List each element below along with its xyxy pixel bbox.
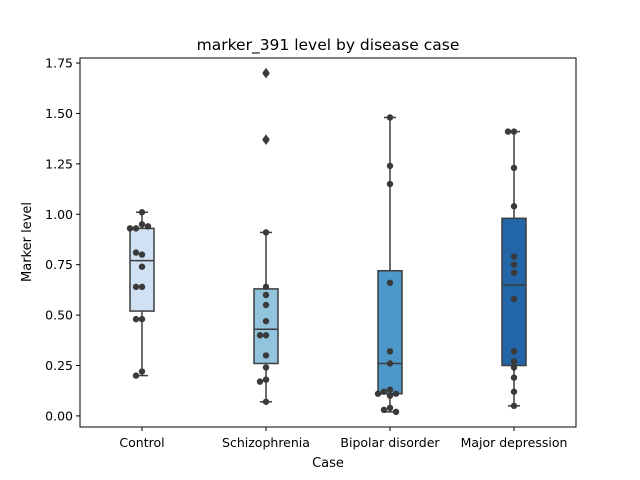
data-point — [510, 402, 518, 410]
data-point — [386, 348, 394, 355]
data-point — [386, 360, 394, 367]
data-point — [386, 162, 394, 170]
data-point — [386, 392, 394, 399]
data-point — [510, 388, 518, 395]
box — [501, 217, 527, 367]
data-point — [132, 372, 140, 379]
data-point — [510, 203, 518, 210]
y-tick-label: 0.75 — [45, 257, 73, 272]
chart-title: marker_391 level by disease case — [197, 36, 460, 55]
x-axis-label: Case — [312, 456, 344, 471]
data-point — [262, 364, 270, 371]
data-point — [126, 225, 134, 232]
data-point — [510, 253, 518, 260]
data-point — [504, 128, 512, 135]
data-point — [386, 386, 394, 393]
data-point — [510, 269, 518, 276]
y-tick-label: 1.00 — [45, 207, 73, 222]
data-point — [138, 251, 146, 258]
data-point — [138, 315, 146, 323]
data-point — [386, 404, 394, 412]
data-point — [386, 279, 394, 287]
y-tick-label: 1.50 — [45, 106, 73, 121]
data-point — [510, 164, 518, 172]
data-point — [510, 128, 518, 135]
data-point — [262, 136, 270, 143]
y-tick-label: 0.25 — [45, 358, 73, 373]
data-point — [262, 283, 270, 291]
data-point — [386, 114, 394, 121]
x-tick-label: Bipolar disorder — [340, 435, 440, 450]
data-point — [392, 408, 400, 416]
data-point — [380, 388, 388, 395]
data-point — [138, 209, 146, 216]
box — [253, 288, 279, 365]
y-tick-label: 0.00 — [45, 408, 73, 423]
data-point — [262, 301, 270, 309]
box — [377, 269, 403, 395]
data-point — [510, 348, 518, 355]
plot-area-frame — [79, 57, 577, 428]
data-point — [138, 221, 146, 228]
data-point — [262, 291, 270, 299]
data-point — [132, 315, 140, 323]
y-tick-label: 0.50 — [45, 308, 73, 323]
data-point — [392, 390, 400, 397]
data-point — [144, 223, 152, 230]
x-tick-label: Schizophrenia — [222, 435, 310, 450]
data-point — [262, 352, 270, 359]
data-point — [132, 225, 140, 232]
data-point — [262, 376, 270, 383]
y-axis-label: Marker level — [20, 202, 35, 282]
data-point — [386, 180, 394, 188]
data-point — [256, 378, 264, 385]
data-point — [510, 295, 518, 303]
x-tick-label: Major depression — [461, 435, 568, 450]
data-point — [262, 317, 270, 325]
data-point — [138, 283, 146, 291]
data-point — [256, 332, 264, 339]
y-tick-label: 1.25 — [45, 156, 73, 171]
data-point — [374, 390, 382, 397]
data-point — [132, 283, 140, 291]
data-point — [510, 358, 518, 365]
data-point — [262, 332, 270, 339]
data-point — [138, 263, 146, 270]
data-point — [262, 69, 270, 77]
data-point — [510, 364, 518, 371]
y-tick-label: 1.75 — [45, 56, 73, 71]
data-point — [380, 406, 388, 414]
x-tick-label: Control — [119, 435, 164, 450]
data-point — [510, 261, 518, 268]
data-point — [510, 374, 518, 381]
data-point — [132, 249, 140, 256]
data-point — [262, 229, 270, 236]
data-point — [262, 398, 270, 405]
data-point — [138, 368, 146, 375]
